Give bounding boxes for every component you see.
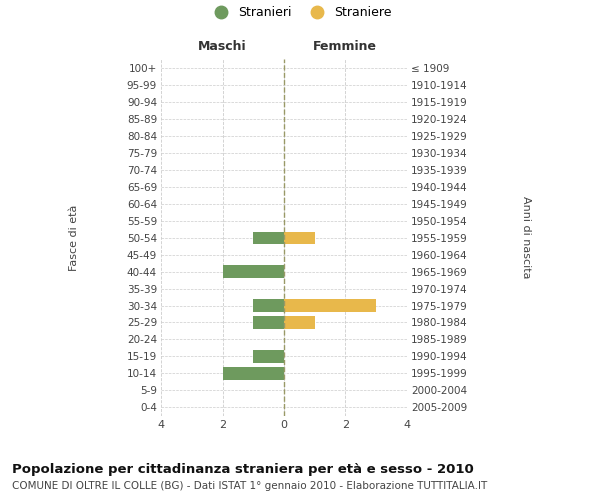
Bar <box>253 316 284 328</box>
Bar <box>253 300 284 312</box>
Bar <box>223 368 284 380</box>
Bar <box>284 232 314 243</box>
Legend: Stranieri, Straniere: Stranieri, Straniere <box>208 6 392 19</box>
Y-axis label: Fasce di età: Fasce di età <box>69 204 79 271</box>
Bar <box>284 300 376 312</box>
Text: Femmine: Femmine <box>313 40 377 54</box>
Text: Popolazione per cittadinanza straniera per età e sesso - 2010: Popolazione per cittadinanza straniera p… <box>12 462 474 475</box>
Bar <box>253 350 284 362</box>
Bar <box>223 266 284 278</box>
Bar <box>253 232 284 243</box>
Bar <box>284 316 314 328</box>
Text: Maschi: Maschi <box>198 40 247 54</box>
Text: COMUNE DI OLTRE IL COLLE (BG) - Dati ISTAT 1° gennaio 2010 - Elaborazione TUTTIT: COMUNE DI OLTRE IL COLLE (BG) - Dati IST… <box>12 481 487 491</box>
Y-axis label: Anni di nascita: Anni di nascita <box>521 196 531 279</box>
